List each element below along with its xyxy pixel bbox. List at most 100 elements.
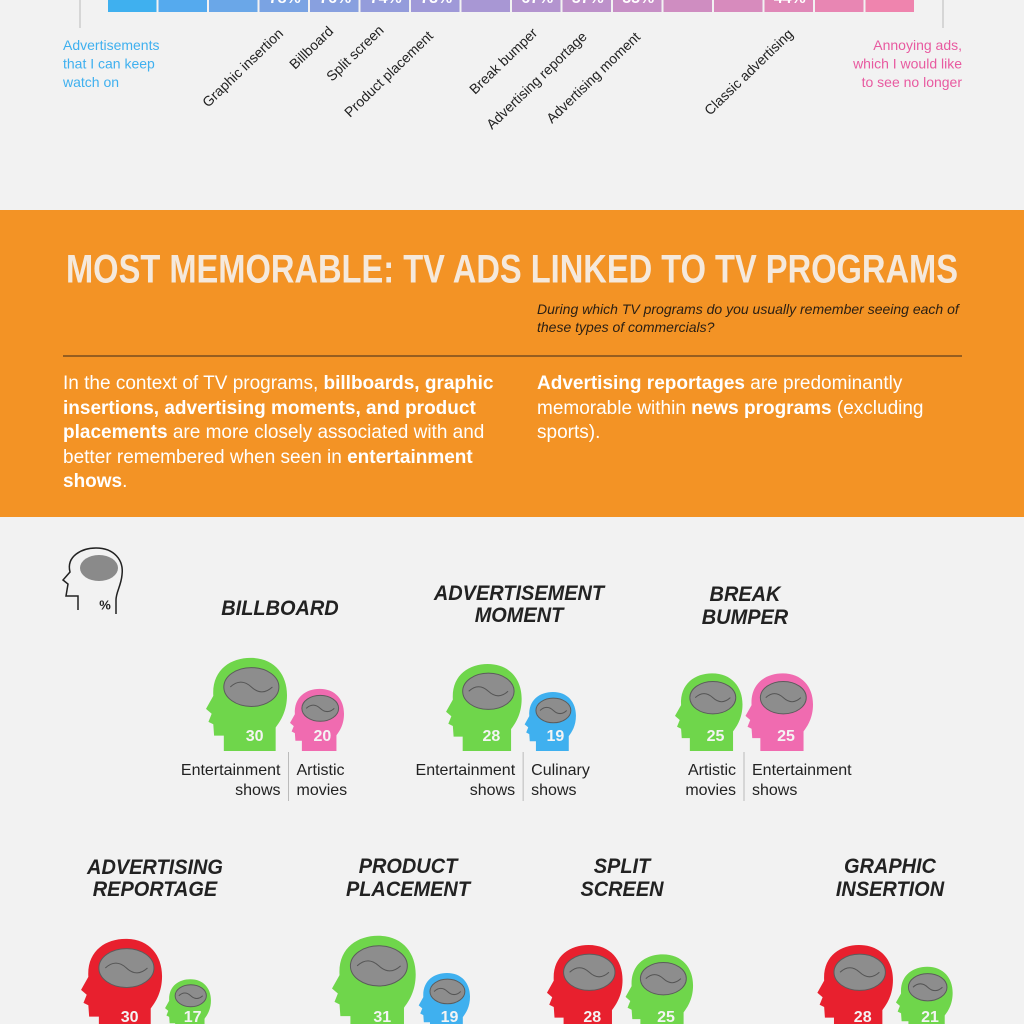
bold-text: entertainment shows [63, 446, 473, 493]
text: (excluding sports). [537, 397, 924, 444]
program-label: movies [685, 782, 736, 799]
scale-segment [411, 0, 460, 12]
ad-type-label: Advertising reportage [483, 28, 590, 132]
scale-segment [764, 0, 813, 12]
text: are predominantly memorable within [537, 373, 903, 419]
scale-segment [663, 0, 712, 12]
left-note: that I can keep [63, 56, 155, 72]
group-title: ADVERTISEMENT [433, 582, 606, 606]
scale-segment [158, 0, 207, 12]
scale-label: 67% [521, 0, 553, 7]
scale-label: 57% [572, 0, 604, 7]
right-note: to see no longer [862, 74, 963, 90]
text: . [122, 471, 128, 493]
program-label: shows [235, 782, 280, 799]
brain-fold [765, 693, 802, 703]
program-label: shows [470, 782, 515, 799]
head-value: 28 [854, 1009, 872, 1024]
scale-segment [461, 0, 510, 12]
scale-segment [360, 0, 409, 12]
brain-fold [569, 967, 610, 978]
program-group: BILLBOARD 30 20 Entertainment shows Artistic m… [181, 597, 347, 801]
program-label: Artistic [688, 762, 736, 779]
scale-segment [310, 0, 359, 12]
head-value: 20 [314, 728, 332, 745]
icon-label: % [99, 597, 111, 612]
program-label: Culinary [531, 762, 590, 779]
ad-type-label: Billboard [286, 23, 336, 72]
group-title: PRODUCT [359, 855, 459, 879]
text: In the context of TV programs, [63, 373, 324, 394]
head-value: 30 [246, 728, 264, 745]
scale-segment [865, 0, 914, 12]
program-label: Entertainment [752, 762, 852, 779]
brain-fold [178, 992, 204, 999]
head-value: 28 [483, 728, 501, 745]
brain-fold [229, 681, 273, 693]
brain-fold [356, 960, 401, 972]
head-value: 21 [921, 1009, 939, 1024]
head-value: 25 [707, 728, 725, 745]
ad-type-label: Graphic insertion [199, 25, 286, 110]
bold-text: news programs [691, 397, 832, 419]
scale-segment [815, 0, 864, 12]
group-title: SPLIT [594, 855, 652, 879]
brain-fold [105, 962, 148, 974]
banner [0, 210, 1024, 517]
brain-fold [839, 967, 880, 978]
scale-label: 73% [420, 0, 452, 7]
right-note: which I would like [852, 56, 962, 72]
scale-label: 44% [774, 0, 806, 7]
ad-type-label: Classic advertising [701, 26, 796, 119]
brain-fold [694, 693, 731, 703]
scale-segment [108, 0, 157, 12]
brain-fold [645, 974, 682, 984]
ad-type-label: Advertising moment [543, 29, 643, 127]
program-label: Artistic [297, 762, 345, 779]
head-value: 19 [547, 728, 565, 745]
program-label: shows [752, 782, 797, 799]
head-value: 25 [657, 1009, 675, 1024]
head-value: 17 [184, 1009, 202, 1024]
head-value: 25 [777, 728, 795, 745]
program-label: Entertainment [181, 762, 281, 779]
head-value: 28 [583, 1009, 601, 1024]
head-outline [61, 547, 123, 614]
scale-segment [209, 0, 258, 12]
head-value: 19 [441, 1009, 459, 1024]
group-title: GRAPHIC [844, 855, 937, 879]
group-title: BUMPER [702, 606, 789, 630]
program-label: movies [297, 782, 348, 799]
group-title: BILLBOARD [221, 597, 339, 621]
head-value: 30 [121, 1009, 139, 1024]
group-title: PLACEMENT [346, 878, 472, 902]
group-title: MOMENT [475, 604, 565, 628]
left-paragraph: In the context of TV programs, billboard… [63, 372, 508, 495]
group-title: SCREEN [580, 878, 664, 902]
scale-segment [714, 0, 763, 12]
right-note: Annoying ads, [873, 37, 962, 53]
left-note: watch on [62, 74, 119, 90]
brain [80, 555, 118, 581]
brain-fold [433, 987, 462, 996]
program-label: shows [531, 782, 576, 799]
scale-label: 74% [370, 0, 402, 7]
group-title: REPORTAGE [93, 878, 219, 902]
left-note: Advertisements [63, 37, 159, 53]
text: are more closely associated with and bet… [63, 422, 485, 468]
brain-fold [912, 983, 943, 992]
group-title: INSERTION [836, 878, 945, 902]
scale-label: 55% [622, 0, 654, 7]
bold-text: billboards, graphic insertions, advertis… [63, 373, 494, 444]
group-title: BREAK [710, 583, 783, 607]
scale-label: 76% [319, 0, 351, 7]
banner-question: During which TV programs do you usually … [537, 301, 961, 317]
